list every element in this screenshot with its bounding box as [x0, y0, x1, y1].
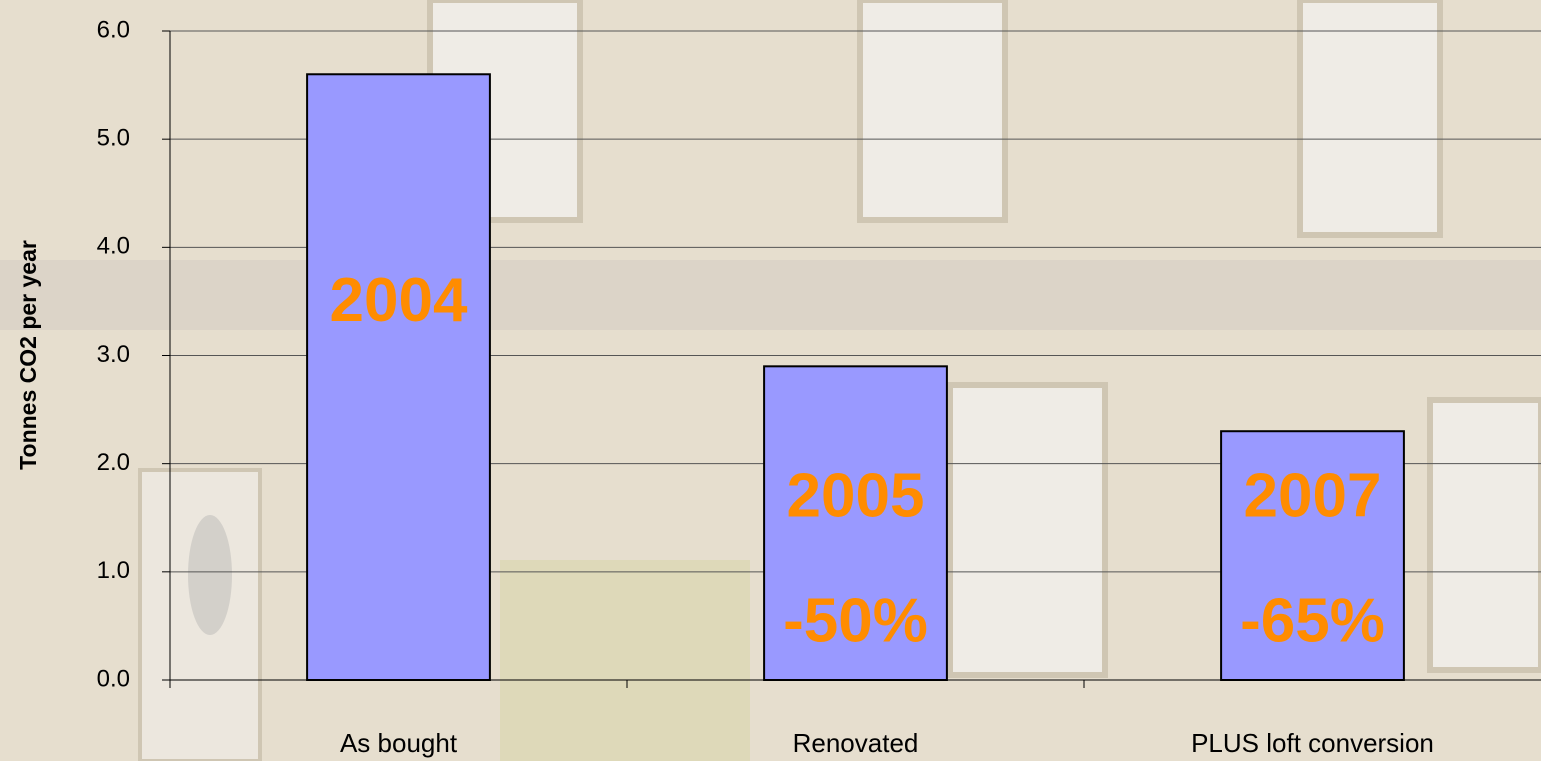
y-tick-label: 2.0	[97, 449, 130, 476]
bar-label: -50%	[783, 586, 928, 655]
x-tick-label: As bought	[340, 728, 458, 758]
y-tick-label: 0.0	[97, 665, 130, 692]
y-tick-label: 4.0	[97, 233, 130, 260]
x-tick-label: Renovated	[793, 728, 919, 758]
chart: Tonnes CO2 per year 0.0 1.0 2.0 3.0 4.0 5.0 6.…	[0, 0, 1541, 761]
bar-label: -65%	[1240, 586, 1385, 655]
bar-label: 2007	[1244, 461, 1382, 530]
y-axis-title: Tonnes CO2 per year	[15, 240, 41, 470]
bar	[307, 74, 490, 680]
y-tick-label: 5.0	[97, 125, 130, 152]
bar-label: 2005	[787, 461, 925, 530]
x-tick-label: PLUS loft conversion	[1191, 728, 1434, 758]
bar-label: 2004	[330, 266, 468, 335]
y-tick-label: 6.0	[97, 16, 130, 43]
y-tick-label: 1.0	[97, 557, 130, 584]
y-tick-label: 3.0	[97, 341, 130, 368]
